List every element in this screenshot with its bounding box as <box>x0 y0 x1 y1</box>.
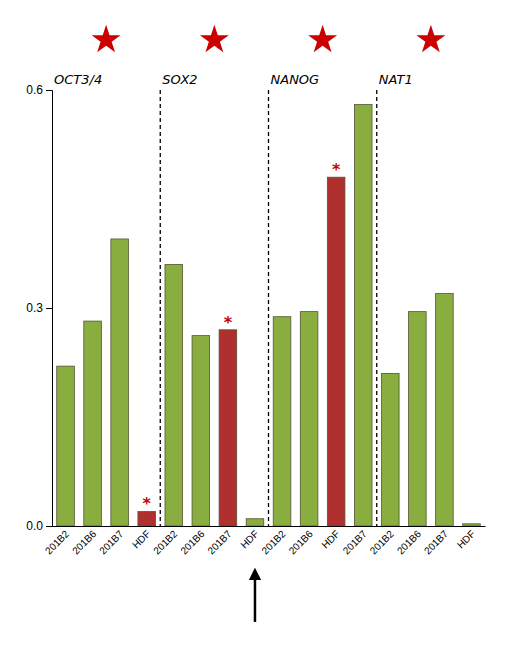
bar <box>381 373 399 526</box>
group-label: SOX2 <box>162 72 197 87</box>
y-tick-mark <box>46 90 52 91</box>
annotation: * <box>332 160 341 179</box>
decorative-star <box>308 25 337 53</box>
x-tick: 201B2 <box>259 526 288 556</box>
bar <box>57 366 75 526</box>
x-tick-label: 201B7 <box>205 528 234 557</box>
x-tick: 201B7 <box>205 526 234 556</box>
annotation: * <box>143 494 152 513</box>
x-tick: HDF <box>130 526 152 550</box>
x-tick-label: 201B2 <box>151 528 180 557</box>
x-tick-label: 201B6 <box>395 528 424 557</box>
bar <box>463 524 481 526</box>
y-tick: 0.6 <box>26 83 52 97</box>
plot: 0.00.30.6201B2201B6201B7HDF201B2201B6201… <box>26 25 485 622</box>
divider <box>268 90 269 526</box>
x-tick-label: HDF <box>455 528 477 550</box>
y-tick: 0.3 <box>26 301 52 315</box>
decorative-star <box>92 25 121 53</box>
x-axis-line <box>53 526 486 527</box>
group-labels: OCT3/4 SOX2 NANOG NAT1 <box>54 25 445 87</box>
bar <box>165 264 183 526</box>
bar <box>246 519 264 526</box>
x-tick-label: 201B7 <box>422 528 451 557</box>
x-tick: 201B6 <box>395 526 424 556</box>
bar <box>436 293 454 526</box>
x-tick: 201B2 <box>151 526 180 556</box>
x-tick-label: HDF <box>319 528 341 550</box>
x-tick: 201B7 <box>341 526 370 556</box>
x-tick-label: 201B7 <box>341 528 370 557</box>
bar <box>327 177 345 526</box>
x-tick: HDF <box>238 526 260 550</box>
y-tick-label: 0.3 <box>26 301 43 315</box>
dividers <box>160 90 377 526</box>
x-tick-label: 201B6 <box>70 528 99 557</box>
decorative-star <box>416 25 445 53</box>
divider <box>160 90 161 526</box>
x-tick: 201B6 <box>178 526 207 556</box>
x-tick-label: 201B7 <box>97 528 126 557</box>
y-tick: 0.0 <box>26 519 52 533</box>
x-tick: 201B6 <box>287 526 316 556</box>
x-axis: 201B2201B6201B7HDF201B2201B6201B7HDF201B… <box>43 526 486 556</box>
x-tick-label: HDF <box>238 528 260 550</box>
bar <box>84 321 102 526</box>
x-tick: 201B2 <box>43 526 72 556</box>
arrow <box>254 574 257 622</box>
y-tick-label: 0.6 <box>26 83 43 97</box>
x-tick-label: 201B2 <box>368 528 397 557</box>
x-tick: HDF <box>455 526 477 550</box>
x-tick-label: 201B6 <box>178 528 207 557</box>
decorative-star <box>200 25 229 53</box>
chart: 0.00.30.6201B2201B6201B7HDF201B2201B6201… <box>0 0 505 646</box>
bar <box>219 330 237 526</box>
x-tick: 201B7 <box>97 526 126 556</box>
x-tick-label: HDF <box>130 528 152 550</box>
group-label: NAT1 <box>379 72 413 87</box>
bar <box>273 317 291 526</box>
x-tick: 201B2 <box>368 526 397 556</box>
bar <box>409 312 427 526</box>
bar <box>354 105 372 526</box>
x-tick: HDF <box>319 526 341 550</box>
bar <box>111 239 129 526</box>
bar <box>192 336 210 526</box>
y-axis-line <box>46 91 53 527</box>
bar <box>138 511 156 526</box>
bar <box>300 312 318 526</box>
x-tick: 201B7 <box>422 526 451 556</box>
x-tick: 201B6 <box>70 526 99 556</box>
annotation: * <box>224 313 233 332</box>
y-tick-mark <box>46 308 52 309</box>
y-tick-mark <box>46 526 52 527</box>
group-label: NANOG <box>271 72 320 87</box>
x-tick-label: 201B2 <box>43 528 72 557</box>
x-tick-label: 201B6 <box>287 528 316 557</box>
x-tick-label: 201B2 <box>259 528 288 557</box>
y-tick-label: 0.0 <box>26 519 43 533</box>
y-axis: 0.0 0.3 0.6 <box>26 83 52 533</box>
divider <box>376 90 377 526</box>
annotations: * * * <box>143 160 341 622</box>
group-label: OCT3/4 <box>54 72 102 87</box>
